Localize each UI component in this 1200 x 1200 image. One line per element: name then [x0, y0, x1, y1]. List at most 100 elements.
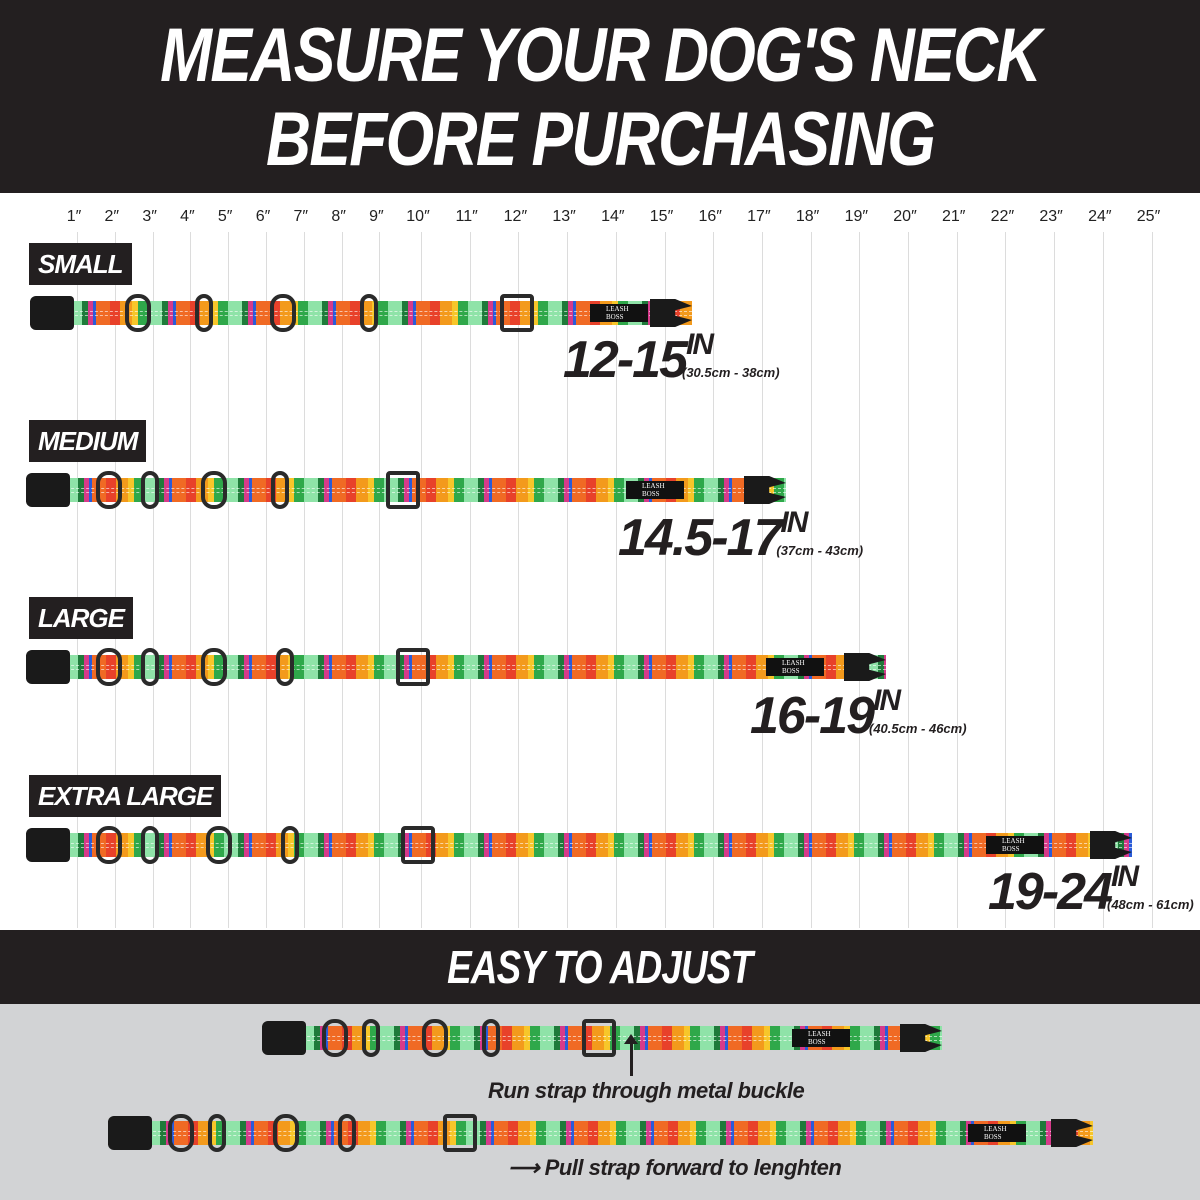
ruler-line	[1102, 232, 1104, 928]
size-label-small: SMALL	[29, 243, 132, 285]
ruler-line	[77, 232, 78, 928]
range-value: 19-24	[988, 863, 1113, 921]
ruler-tick-label: 23″	[1039, 208, 1063, 225]
ruler-line	[379, 232, 381, 928]
slider-ring-icon	[195, 294, 213, 332]
brand-tag: LEASH BOSS	[986, 836, 1044, 854]
metal-buckle-icon	[500, 294, 534, 332]
range-unit: IN	[873, 684, 901, 717]
range-extra-large: 19-24IN (48cm - 61cm)	[988, 860, 1200, 922]
header-line-1: Measure your dog's neck	[160, 13, 1041, 98]
ruler-tick-label: 18″	[795, 208, 820, 225]
ruler-line	[761, 232, 763, 928]
buckle-female-icon	[262, 1021, 306, 1055]
ruler-line	[567, 232, 569, 928]
brand-tag: LEASH BOSS	[590, 304, 648, 322]
range-metric: (48cm - 61cm)	[1107, 897, 1194, 912]
range-unit: IN	[780, 506, 808, 539]
slider-ring-icon	[482, 1019, 500, 1057]
collar-adjust-short: LEASH BOSS	[262, 1019, 942, 1057]
ruler-line	[713, 232, 715, 928]
buckle-female-icon	[30, 296, 74, 330]
d-ring-icon	[273, 1114, 299, 1152]
ruler-tick-label: 3″	[142, 208, 157, 225]
ruler-line	[518, 232, 520, 928]
d-ring-icon	[96, 826, 122, 864]
ruler-line	[266, 232, 267, 928]
ruler-tick-label: 11″	[455, 208, 478, 225]
ruler-line	[341, 232, 343, 928]
adjust-banner: Easy to adjust	[0, 930, 1200, 1004]
collar-strap	[108, 1121, 1093, 1145]
ruler-tick-label: 8″	[331, 208, 346, 225]
ruler-line	[421, 232, 422, 928]
collar-medium: LEASH BOSS	[26, 471, 786, 509]
ruler-tick-label: 24″	[1088, 208, 1112, 225]
buckle-female-icon	[26, 828, 70, 862]
range-metric: (30.5cm - 38cm)	[682, 365, 780, 380]
range-unit: IN	[1111, 860, 1139, 893]
buckle-female-icon	[26, 650, 70, 684]
collar-large: LEASH BOSS	[26, 648, 886, 686]
slider-ring-icon	[360, 294, 378, 332]
size-label-large: LARGE	[29, 597, 133, 639]
d-ring-icon	[125, 294, 151, 332]
ruler-tick-label: 20″	[893, 208, 917, 225]
metal-buckle-icon	[443, 1114, 477, 1152]
collar-small: LEASH BOSS	[30, 294, 692, 332]
ruler-tick-label: 12″	[503, 208, 528, 225]
ruler-tick-label: 15″	[649, 208, 674, 225]
ruler-line	[1054, 232, 1056, 928]
ruler-line	[114, 232, 116, 928]
d-ring-icon	[322, 1019, 348, 1057]
metal-buckle-icon	[386, 471, 420, 509]
ruler-line	[615, 232, 617, 928]
arrow-up-icon	[624, 1034, 638, 1076]
d-ring-icon	[206, 826, 232, 864]
step2-text: Pull strap forward to lenghten	[544, 1155, 842, 1180]
collar-extra-large: LEASH BOSS	[26, 826, 1132, 864]
ruler-line	[664, 232, 666, 928]
metal-buckle-icon	[401, 826, 435, 864]
ruler-line	[908, 232, 909, 928]
metal-buckle-icon	[582, 1019, 616, 1057]
buckle-female-icon	[108, 1116, 152, 1150]
ruler-tick-label: 2″	[104, 208, 120, 225]
header-banner: Measure your dog's neck before purchasin…	[0, 0, 1200, 193]
range-small: 12-15IN (30.5cm - 38cm)	[563, 328, 810, 390]
range-unit: IN	[686, 328, 714, 361]
d-ring-icon	[96, 648, 122, 686]
ruler-tick-label: 5″	[217, 208, 233, 225]
collar-strap	[26, 833, 1132, 857]
metal-buckle-icon	[396, 648, 430, 686]
ruler-line	[152, 232, 154, 928]
slider-ring-icon	[141, 648, 159, 686]
ruler-tick-label: 7″	[293, 208, 309, 225]
ruler-tick-label: 1″	[66, 208, 82, 225]
slider-ring-icon	[271, 471, 289, 509]
slider-ring-icon	[276, 648, 294, 686]
slider-ring-icon	[141, 826, 159, 864]
adjust-title: Easy to adjust	[447, 941, 753, 993]
range-value: 12-15	[563, 331, 688, 389]
range-metric: (37cm - 43cm)	[776, 543, 864, 558]
ruler-line	[1005, 232, 1007, 928]
brand-tag: LEASH BOSS	[968, 1124, 1026, 1142]
size-label-medium: MEDIUM	[29, 420, 147, 462]
ruler-tick-label: 14″	[601, 208, 625, 225]
range-metric: (40.5cm - 46cm)	[869, 721, 967, 736]
slider-ring-icon	[141, 471, 159, 509]
ruler-line	[956, 232, 958, 928]
ruler-tick-label: 10″	[406, 208, 430, 225]
slider-ring-icon	[208, 1114, 226, 1152]
d-ring-icon	[201, 648, 227, 686]
size-label-extra-large: EXTRA LARGE	[29, 775, 222, 817]
ruler-tick-label: 16″	[698, 208, 722, 225]
arrow-right-icon: ⟶	[508, 1155, 545, 1180]
ruler-line	[859, 232, 861, 928]
d-ring-icon	[168, 1114, 194, 1152]
ruler-tick-label: 9″	[369, 208, 384, 225]
ruler-line	[303, 232, 305, 928]
range-value: 14.5-17	[618, 509, 782, 567]
ruler-line	[190, 232, 192, 928]
